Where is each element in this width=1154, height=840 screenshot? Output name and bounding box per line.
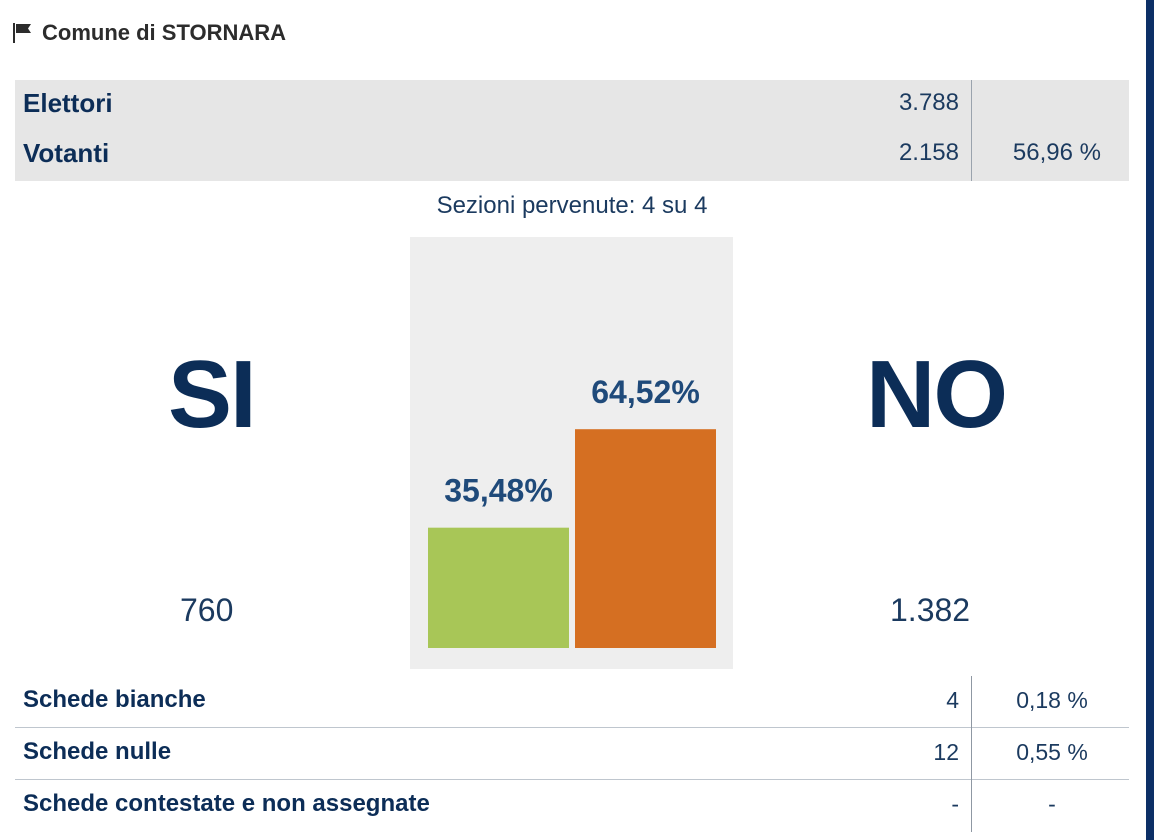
elettori-value: 3.788 [898,89,959,116]
elettori-row: Elettori 3.788 [15,80,1129,130]
schede-table: Schede bianche 4 0,18 % Schede nulle 12 … [15,676,1129,831]
bar-chart: 35,48% 64,52% [428,374,716,648]
bar-si [428,527,569,648]
votanti-value: 2.158 [898,139,959,166]
data-label-no: 64,52% [591,374,700,410]
si-label: SI [168,341,257,448]
table-row: Schede bianche 4 0,18 % [15,676,1129,728]
flag-icon [12,23,34,43]
schede-contestate-percent: - [1048,791,1056,817]
votanti-label: Votanti [23,138,110,168]
column-divider [971,80,972,181]
sezioni-pervenute: Sezioni pervenute: 4 su 4 [436,192,708,219]
column-divider [971,676,972,832]
votanti-percent: 56,96 % [1012,139,1101,166]
votanti-row: Votanti 2.158 56,96 % [15,130,1129,180]
no-label: NO [866,341,1008,448]
table-row: Schede contestate e non assegnate - - [15,780,1129,831]
no-count: 1.382 [890,592,971,628]
schede-contestate-label: Schede contestate e non assegnate [23,790,430,817]
schede-nulle-percent: 0,55 % [1016,739,1088,765]
table-row: Schede nulle 12 0,55 % [15,728,1129,780]
results-chart: 35,48% 64,52% [410,237,733,669]
schede-bianche-percent: 0,18 % [1016,687,1088,713]
data-label-si: 35,48% [444,473,553,509]
page-title: Comune di STORNARA [42,20,287,45]
elettori-label: Elettori [23,88,113,118]
schede-nulle-value: 12 [933,739,959,765]
turnout-summary: Elettori 3.788 Votanti 2.158 56,96 % [15,80,1129,181]
si-count: 760 [180,592,234,628]
schede-bianche-label: Schede bianche [23,686,206,713]
schede-bianche-value: 4 [946,687,959,713]
page-header: Comune di STORNARA [12,18,286,48]
right-edge-bar [1146,0,1154,840]
schede-nulle-label: Schede nulle [23,738,172,765]
schede-contestate-value: - [951,791,959,817]
bar-no [575,429,716,648]
